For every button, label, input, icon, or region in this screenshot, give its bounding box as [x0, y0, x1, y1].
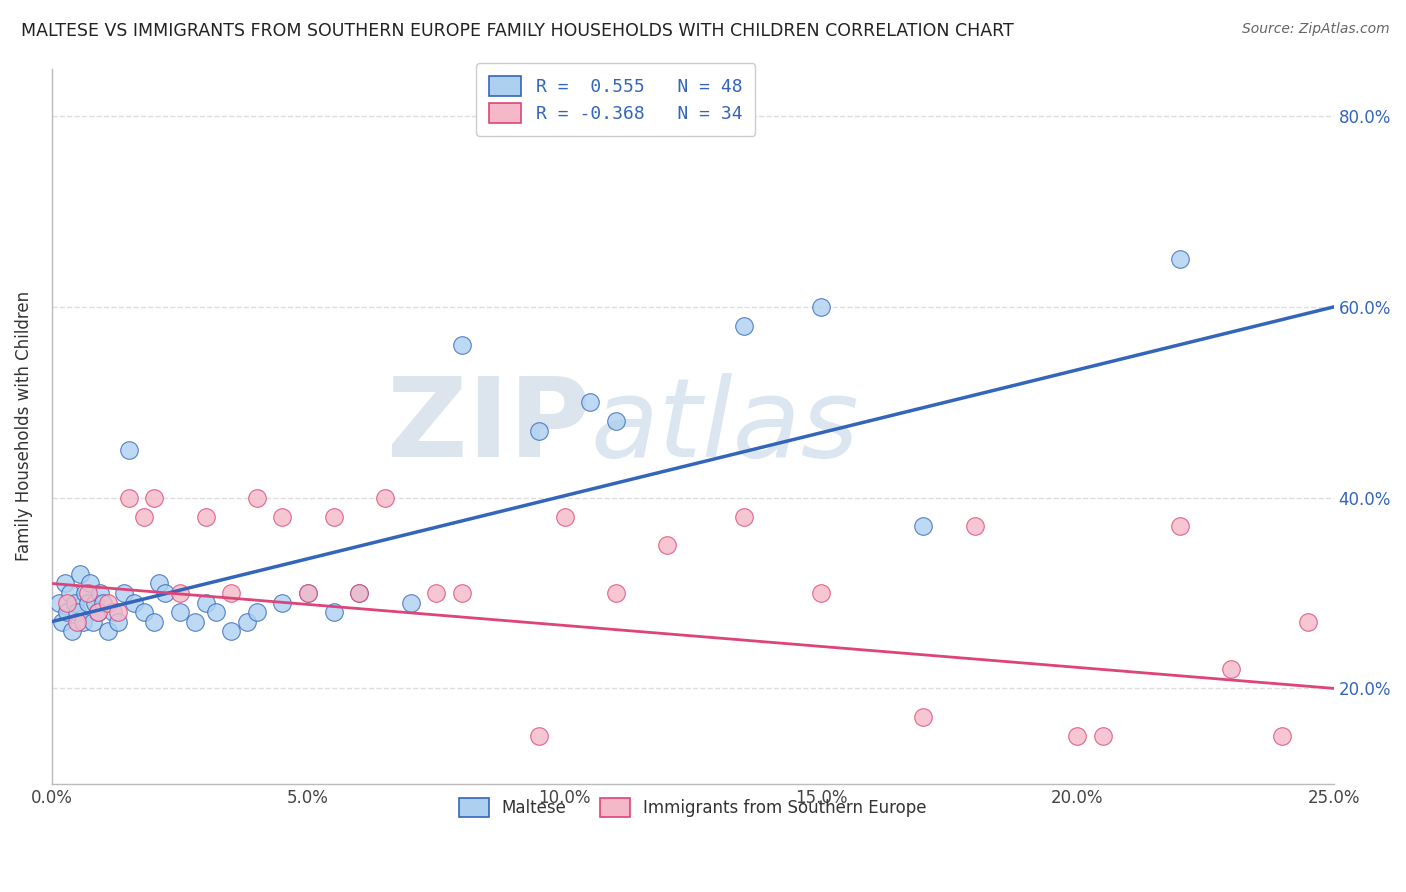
- Point: [76, 586, 98, 600]
- Point: [912, 519, 935, 533]
- Point: [143, 491, 166, 505]
- Point: [56, 596, 79, 610]
- Point: [451, 338, 474, 352]
- Point: [1168, 519, 1191, 533]
- Point: [579, 395, 602, 409]
- Point: [655, 538, 678, 552]
- Point: [605, 414, 627, 428]
- Point: [112, 586, 135, 600]
- Point: [246, 605, 269, 619]
- Point: [82, 615, 104, 629]
- Point: [122, 596, 145, 610]
- Point: [53, 576, 76, 591]
- Text: atlas: atlas: [591, 373, 859, 480]
- Point: [148, 576, 170, 591]
- Text: Source: ZipAtlas.com: Source: ZipAtlas.com: [1241, 22, 1389, 37]
- Point: [322, 509, 344, 524]
- Point: [271, 596, 294, 610]
- Point: [66, 605, 89, 619]
- Point: [184, 615, 207, 629]
- Point: [451, 586, 474, 600]
- Point: [63, 596, 86, 610]
- Point: [553, 509, 575, 524]
- Point: [103, 605, 125, 619]
- Point: [84, 596, 107, 610]
- Point: [297, 586, 319, 600]
- Point: [75, 586, 97, 600]
- Point: [169, 605, 191, 619]
- Y-axis label: Family Households with Children: Family Households with Children: [15, 291, 32, 561]
- Point: [79, 576, 101, 591]
- Point: [1296, 615, 1319, 629]
- Point: [349, 586, 371, 600]
- Point: [1066, 729, 1088, 743]
- Point: [118, 442, 141, 457]
- Point: [1271, 729, 1294, 743]
- Point: [219, 586, 242, 600]
- Point: [66, 615, 89, 629]
- Point: [132, 605, 155, 619]
- Point: [205, 605, 228, 619]
- Point: [69, 566, 91, 581]
- Point: [349, 586, 371, 600]
- Point: [89, 586, 111, 600]
- Point: [87, 605, 110, 619]
- Point: [153, 586, 176, 600]
- Text: ZIP: ZIP: [387, 373, 591, 480]
- Point: [72, 615, 94, 629]
- Point: [733, 318, 755, 333]
- Point: [963, 519, 986, 533]
- Point: [235, 615, 257, 629]
- Point: [271, 509, 294, 524]
- Point: [97, 624, 120, 639]
- Point: [107, 615, 129, 629]
- Point: [297, 586, 319, 600]
- Legend: Maltese, Immigrants from Southern Europe: Maltese, Immigrants from Southern Europe: [450, 790, 935, 825]
- Point: [1168, 252, 1191, 267]
- Point: [527, 424, 550, 438]
- Point: [60, 624, 83, 639]
- Point: [399, 596, 422, 610]
- Point: [76, 596, 98, 610]
- Point: [143, 615, 166, 629]
- Point: [425, 586, 447, 600]
- Point: [605, 586, 627, 600]
- Point: [51, 615, 73, 629]
- Point: [118, 491, 141, 505]
- Point: [1220, 662, 1243, 676]
- Point: [810, 586, 832, 600]
- Point: [56, 605, 79, 619]
- Point: [132, 509, 155, 524]
- Point: [912, 710, 935, 724]
- Point: [733, 509, 755, 524]
- Point: [374, 491, 396, 505]
- Point: [169, 586, 191, 600]
- Point: [527, 729, 550, 743]
- Point: [810, 300, 832, 314]
- Point: [91, 596, 114, 610]
- Point: [194, 509, 217, 524]
- Point: [322, 605, 344, 619]
- Point: [246, 491, 269, 505]
- Point: [107, 605, 129, 619]
- Text: MALTESE VS IMMIGRANTS FROM SOUTHERN EUROPE FAMILY HOUSEHOLDS WITH CHILDREN CORRE: MALTESE VS IMMIGRANTS FROM SOUTHERN EURO…: [21, 22, 1014, 40]
- Point: [194, 596, 217, 610]
- Point: [1091, 729, 1114, 743]
- Point: [87, 605, 110, 619]
- Point: [97, 596, 120, 610]
- Point: [48, 596, 70, 610]
- Point: [219, 624, 242, 639]
- Point: [59, 586, 82, 600]
